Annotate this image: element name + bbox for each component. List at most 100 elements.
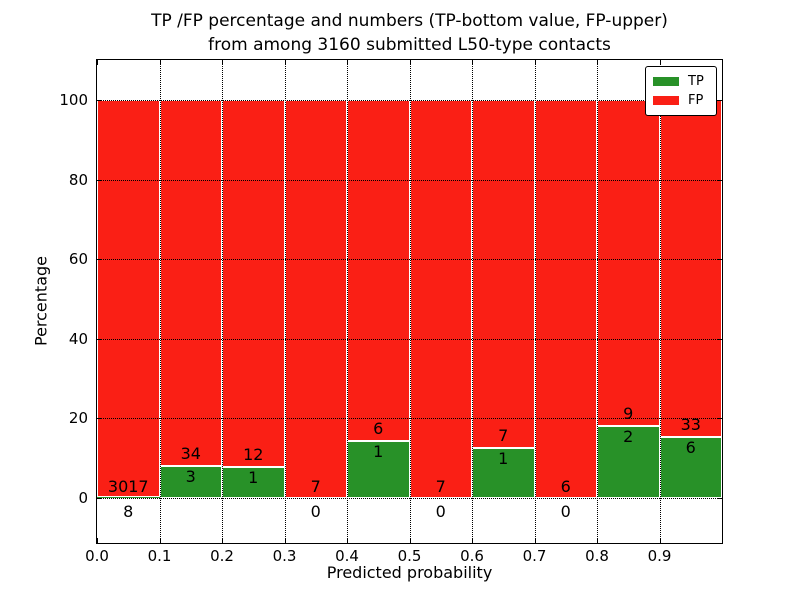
fp-count-label: 7 bbox=[310, 477, 321, 496]
tp-count-label: 6 bbox=[685, 437, 696, 457]
x-tick-label: 0.4 bbox=[335, 547, 359, 565]
bar-fp-segment bbox=[597, 100, 660, 426]
gridline-horizontal bbox=[97, 418, 722, 420]
y-tick-label: 80 bbox=[68, 170, 88, 189]
fp-count-label: 9 bbox=[623, 403, 634, 423]
fp-legend-swatch bbox=[653, 96, 679, 105]
x-tick-label: 0.0 bbox=[85, 547, 109, 565]
x-tick-mark bbox=[597, 60, 598, 65]
tp-count-label: 1 bbox=[248, 468, 259, 488]
x-axis-label: Predicted probability bbox=[326, 563, 493, 582]
tp-count-label: 8 bbox=[123, 502, 134, 521]
bar-tp-segment bbox=[159, 465, 222, 498]
y-tick-label: 40 bbox=[68, 329, 88, 348]
tp-count-label: 0 bbox=[560, 502, 571, 521]
chart-title-line1: TP /FP percentage and numbers (TP-bottom… bbox=[151, 11, 668, 31]
bar-tp-segment bbox=[659, 436, 722, 498]
fp-count-label: 7 bbox=[498, 426, 509, 446]
gridline-horizontal bbox=[97, 259, 722, 261]
bar-fp-segment bbox=[97, 100, 160, 497]
y-tick-mark bbox=[717, 179, 722, 181]
gridline-horizontal bbox=[97, 100, 722, 101]
bar-fp-segment bbox=[347, 100, 410, 442]
gridline-vertical bbox=[472, 60, 473, 543]
bar-fp-segment bbox=[284, 100, 347, 498]
legend: TP FP bbox=[645, 66, 717, 116]
x-tick-label: 0.8 bbox=[585, 547, 609, 565]
gridline-vertical bbox=[222, 60, 223, 543]
y-tick-mark bbox=[97, 259, 102, 261]
chart-title-line2: from among 3160 submitted L50-type conta… bbox=[208, 35, 611, 55]
gridline-vertical bbox=[347, 60, 348, 543]
fp-count-label: 3017 bbox=[107, 477, 149, 496]
plot-area: 3017 8 34 3 12 1 7 0 6 1 7 0 7 1 6 0 9 2 33 6 bbox=[96, 59, 723, 544]
tp-count-label: 3 bbox=[185, 466, 196, 486]
x-tick-mark bbox=[159, 60, 161, 65]
bar-fp-segment bbox=[159, 100, 222, 466]
y-tick-mark bbox=[97, 179, 102, 181]
fp-count-label: 12 bbox=[243, 445, 264, 465]
x-tick-label: 0.9 bbox=[647, 547, 672, 565]
gridline-vertical bbox=[284, 60, 286, 543]
x-tick-label: 0.7 bbox=[522, 547, 547, 565]
x-tick-mark bbox=[222, 538, 223, 543]
x-tick-label: 0.6 bbox=[460, 547, 484, 565]
bar-tp-segment bbox=[97, 496, 160, 498]
tp-count-label: 1 bbox=[498, 449, 509, 469]
tp-count-label: 2 bbox=[623, 426, 634, 446]
gridline-horizontal bbox=[97, 338, 722, 340]
x-tick-mark bbox=[472, 538, 473, 543]
tp-count-label: 0 bbox=[310, 502, 321, 521]
x-tick-mark bbox=[97, 538, 98, 543]
x-tick-label: 0.3 bbox=[272, 547, 297, 565]
x-tick-mark bbox=[159, 538, 161, 543]
y-tick-mark bbox=[97, 498, 102, 499]
x-tick-label: 0.1 bbox=[147, 547, 172, 565]
x-tick-mark bbox=[659, 60, 661, 65]
x-tick-mark bbox=[347, 538, 348, 543]
gridline-vertical bbox=[534, 60, 536, 543]
fp-count-label: 6 bbox=[560, 477, 571, 496]
gridline-vertical bbox=[159, 60, 161, 543]
bar-tp-segment bbox=[472, 448, 535, 498]
x-tick-mark bbox=[284, 538, 286, 543]
x-tick-mark bbox=[222, 60, 223, 65]
gridline-vertical bbox=[409, 60, 411, 543]
x-tick-mark bbox=[409, 538, 411, 543]
bar-tp-segment bbox=[347, 441, 410, 498]
y-tick-label: 100 bbox=[59, 91, 88, 109]
legend-row: FP bbox=[653, 91, 709, 110]
y-tick-label: 20 bbox=[68, 409, 88, 428]
x-tick-mark bbox=[472, 60, 473, 65]
y-tick-mark bbox=[97, 100, 102, 101]
legend-label: FP bbox=[688, 93, 704, 108]
bar-fp-segment bbox=[472, 100, 535, 449]
x-tick-label: 0.5 bbox=[397, 547, 422, 565]
y-tick-label: 0 bbox=[78, 489, 88, 507]
tp-legend-swatch bbox=[653, 77, 679, 86]
x-tick-mark bbox=[97, 60, 98, 65]
x-tick-mark bbox=[347, 60, 348, 65]
bar-tp-segment bbox=[597, 425, 660, 498]
fp-count-label: 34 bbox=[180, 443, 201, 463]
y-tick-mark bbox=[97, 418, 102, 420]
tp-count-label: 1 bbox=[373, 442, 384, 462]
y-tick-label: 60 bbox=[68, 250, 88, 269]
legend-label: TP bbox=[688, 74, 704, 89]
fp-count-label: 7 bbox=[435, 477, 446, 496]
y-tick-mark bbox=[717, 100, 722, 101]
legend-row: TP bbox=[653, 72, 709, 91]
tp-count-label: 0 bbox=[435, 502, 446, 521]
bar-fp-segment bbox=[222, 100, 285, 468]
fp-count-label: 33 bbox=[680, 414, 701, 434]
gridline-horizontal bbox=[97, 179, 722, 181]
y-tick-mark bbox=[97, 338, 102, 340]
fp-count-label: 6 bbox=[373, 419, 384, 439]
y-tick-mark bbox=[717, 259, 722, 261]
chart-title: TP /FP percentage and numbers (TP-bottom… bbox=[97, 9, 722, 57]
gridline-vertical bbox=[597, 60, 598, 543]
x-tick-mark bbox=[284, 60, 286, 65]
y-tick-mark bbox=[717, 418, 722, 420]
gridline-vertical bbox=[659, 60, 661, 543]
y-tick-mark bbox=[717, 498, 722, 499]
